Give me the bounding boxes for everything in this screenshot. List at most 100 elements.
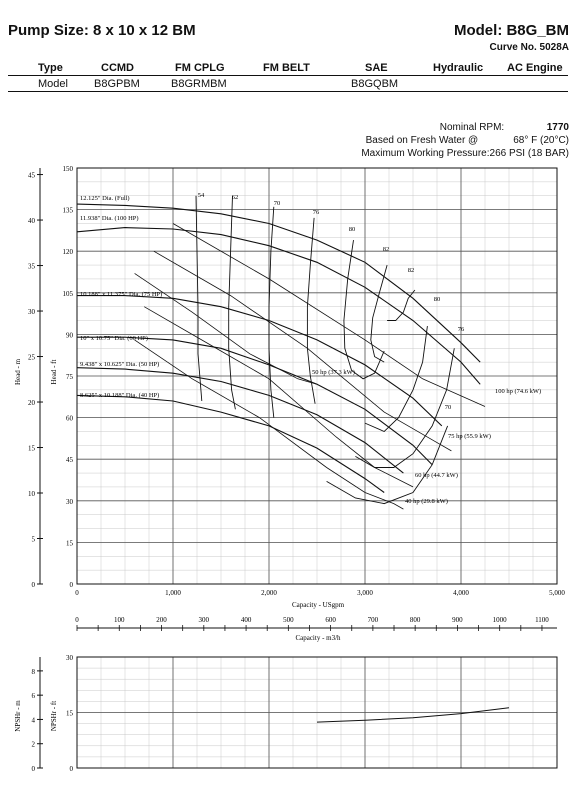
tick-label-m3h: 700 — [368, 616, 379, 624]
tick-label-npsh-m: 2 — [32, 741, 36, 749]
tick-label-head-ft: 90 — [66, 331, 74, 339]
tick-label-head-m: 5 — [32, 536, 36, 544]
head-m-axis-label: Head - m — [14, 358, 22, 385]
fluid-basis: Based on Fresh Water @ 68° F (20°C) — [366, 135, 569, 146]
plot-border — [76, 167, 558, 585]
capacity-usgpm-label: Capacity - USgpm — [292, 601, 345, 609]
header-ac-engine: AC Engine — [507, 62, 563, 74]
efficiency-curve — [306, 217, 316, 404]
efficiency-label: 82 — [383, 246, 390, 253]
power-curve — [134, 273, 318, 385]
efficiency-curve — [228, 195, 236, 410]
power-curve — [134, 339, 404, 510]
power-curve — [153, 250, 452, 452]
efficiency-label: 76 — [313, 209, 320, 216]
water-label: Based on Fresh Water @ — [365, 135, 479, 146]
efficiency-curve — [355, 348, 455, 468]
tick-label-usgpm: 2,000 — [261, 589, 277, 597]
impeller-curve — [76, 227, 481, 385]
impeller-label: 10" x 10.75" Dia. (60 HP) — [80, 335, 148, 342]
impeller-label: 11.938" Dia. (100 HP) — [80, 215, 139, 222]
efficiency-label: 80 — [434, 296, 441, 303]
impeller-label: 12.125" Dia. (Full) — [80, 195, 130, 202]
tick-label-m3h: 100 — [114, 616, 125, 624]
tick-label-head-ft: 135 — [63, 207, 74, 215]
tick-label-head-m: 35 — [28, 263, 36, 271]
rpm-label: Nominal RPM: — [439, 122, 505, 133]
tick-label-head-ft: 60 — [66, 415, 74, 423]
efficiency-curve — [370, 264, 388, 363]
power-label: 100 hp (74.6 kW) — [495, 388, 541, 395]
impeller-curve — [76, 394, 385, 493]
tick-label-head-m: 0 — [32, 581, 36, 589]
water-value: 68° F (20°C) — [513, 135, 569, 146]
efficiency-curve — [268, 206, 275, 418]
tick-label-head-m: 15 — [28, 445, 36, 453]
rpm-value: 1770 — [546, 122, 569, 133]
spec-table-model-row: Model B8GPBM B8GRMBM B8GQBM — [8, 78, 568, 92]
efficiency-label: 76 — [458, 326, 465, 333]
spec-table-header-row: Type CCMD FM CPLG FM BELT SAE Hydraulic … — [8, 62, 568, 76]
tick-label-npsh-ft: 0 — [70, 765, 74, 773]
tick-label-head-ft: 0 — [70, 581, 74, 589]
tick-label-head-m: 40 — [28, 217, 36, 225]
table-divider — [8, 75, 568, 76]
efficiency-curve — [195, 195, 203, 402]
header-sae: SAE — [365, 62, 388, 74]
max-working-pressure: Maximum Working Pressure:266 PSI (18 BAR… — [361, 148, 569, 159]
tick-label-npsh-m: 8 — [32, 668, 36, 676]
impeller-curve — [76, 203, 481, 363]
tick-label-usgpm: 1,000 — [165, 589, 181, 597]
tick-label-m3h: 1100 — [535, 616, 549, 624]
tick-label-m3h: 1000 — [493, 616, 508, 624]
efficiency-curve — [364, 326, 428, 433]
tick-label-npsh-m: 4 — [32, 716, 36, 724]
npshr-ft-axis-label: NPSHr - ft — [50, 701, 58, 731]
tick-label-head-ft: 120 — [63, 248, 74, 256]
tick-label-m3h: 200 — [156, 616, 167, 624]
header-fm-cplg: FM CPLG — [175, 62, 225, 74]
tick-label-head-ft: 45 — [66, 456, 74, 464]
tick-label-npsh-m: 6 — [32, 692, 36, 700]
power-label: 60 hp (44.7 kW) — [415, 472, 458, 479]
head-ft-axis-label: Head - ft — [50, 360, 58, 385]
tick-label-head-ft: 15 — [66, 539, 74, 547]
power-curve — [143, 306, 414, 488]
tick-label-m3h: 500 — [283, 616, 294, 624]
efficiency-label: 70 — [274, 200, 281, 207]
npshr-m-axis-label: NPSHr - m — [14, 700, 22, 732]
tick-label-m3h: 900 — [452, 616, 463, 624]
tick-label-usgpm: 3,000 — [357, 589, 373, 597]
header-hydraulic: Hydraulic — [433, 62, 484, 74]
tick-label-npsh-ft: 30 — [66, 654, 74, 662]
efficiency-label: 70 — [445, 404, 452, 411]
tick-label-head-m: 25 — [28, 354, 36, 362]
power-curve — [172, 223, 486, 407]
npsh-plot-border — [76, 656, 558, 769]
tick-label-head-m: 10 — [28, 490, 36, 498]
impeller-curve — [77, 336, 433, 466]
power-label: 40 hp (29.8 kW) — [405, 498, 448, 505]
tick-label-head-ft: 30 — [66, 498, 74, 506]
header-fm-belt: FM BELT — [263, 62, 310, 74]
tick-label-usgpm: 5,000 — [549, 589, 565, 597]
efficiency-curve — [343, 240, 385, 380]
header-type: Type — [38, 62, 63, 74]
power-label: 75 hp (55.9 kW) — [448, 433, 491, 440]
efficiency-curve — [326, 425, 449, 505]
tick-label-m3h: 600 — [325, 616, 336, 624]
tick-label-head-ft: 105 — [63, 290, 74, 298]
nominal-rpm: Nominal RPM: 1770 — [440, 122, 569, 133]
tick-label-m3h: 300 — [199, 616, 210, 624]
efficiency-curve — [387, 289, 416, 321]
capacity-m3h-label: Capacity - m3/h — [295, 634, 341, 642]
pump-size-title: Pump Size: 8 x 10 x 12 BM — [8, 22, 196, 39]
power-label: 50 hp (37.3 kW) — [312, 369, 355, 376]
value-fm-cplg: B8GRMBM — [171, 78, 227, 90]
tick-label-head-m: 30 — [28, 308, 36, 316]
efficiency-label: 62 — [232, 194, 239, 201]
impeller-label: 10.188" x 11.375" Dia. (75 HP) — [80, 291, 162, 298]
tick-label-npsh-ft: 15 — [66, 710, 74, 718]
impeller-label: 8.625" x 10.188" Dia. (40 HP) — [80, 392, 159, 399]
